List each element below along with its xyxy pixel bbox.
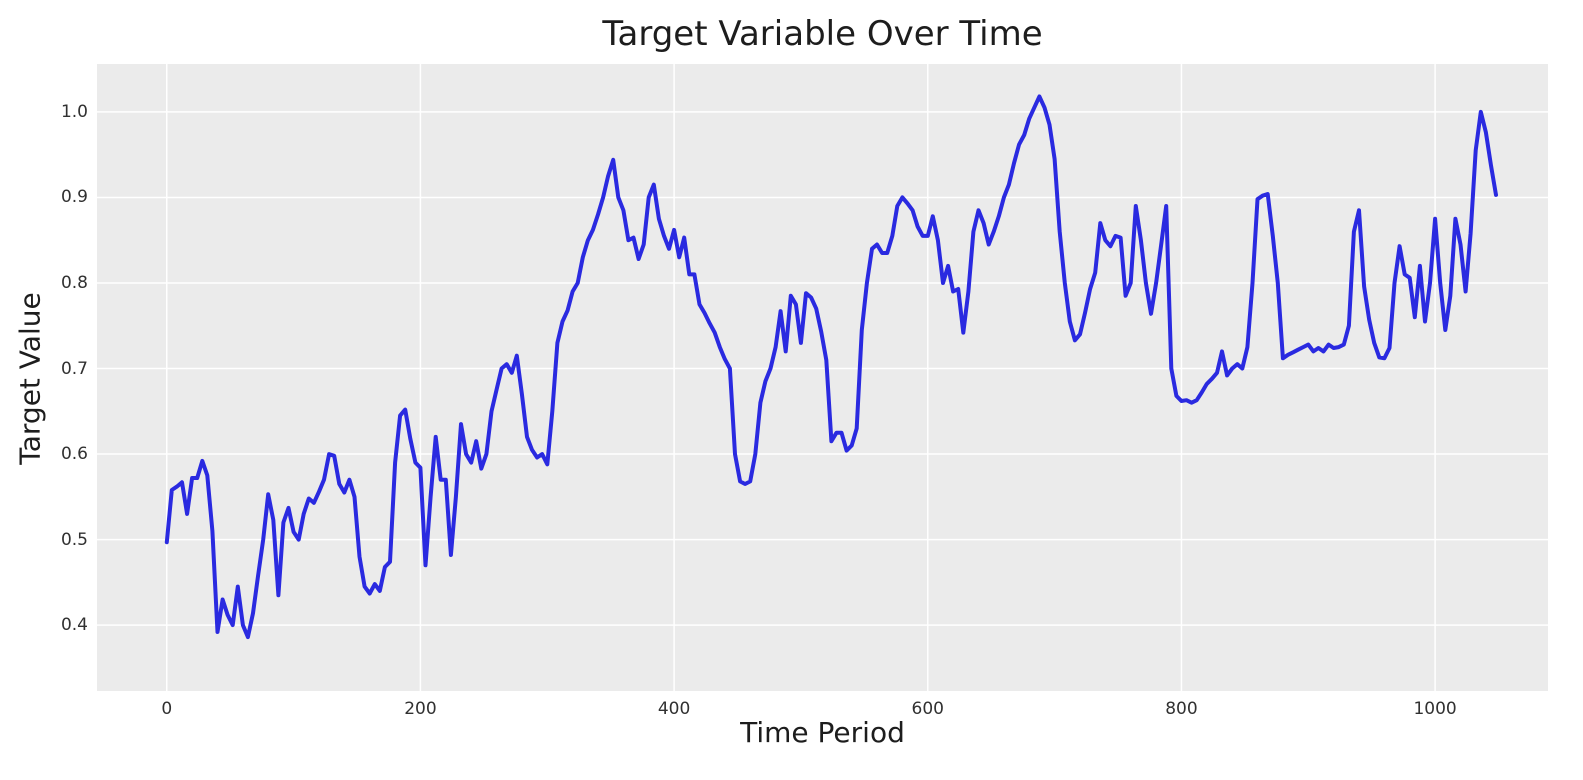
x-tick-label: 1000 (1413, 699, 1457, 719)
x-tick-label: 800 (1165, 699, 1198, 719)
y-tick-label: 0.4 (60, 615, 88, 636)
series-layer (164, 94, 1498, 640)
gridlines (97, 64, 1548, 691)
y-tick-label: 0.8 (60, 272, 88, 293)
x-tick-label: 600 (911, 699, 944, 719)
y-tick-label: 0.5 (60, 529, 88, 550)
x-tick-label: 0 (161, 699, 173, 719)
chart-title: Target Variable Over Time (602, 14, 1043, 54)
plot-area (97, 64, 1548, 691)
y-tick-label: 0.7 (60, 358, 88, 379)
x-tick-label: 400 (657, 699, 691, 719)
series-line (164, 94, 1498, 640)
y-tick-label: 0.9 (60, 187, 88, 208)
y-tick-label: 1.0 (60, 101, 88, 122)
x-tick-label: 200 (404, 699, 437, 719)
x-axis-label: Time Period (740, 716, 905, 749)
y-tick-label: 0.6 (60, 444, 88, 465)
